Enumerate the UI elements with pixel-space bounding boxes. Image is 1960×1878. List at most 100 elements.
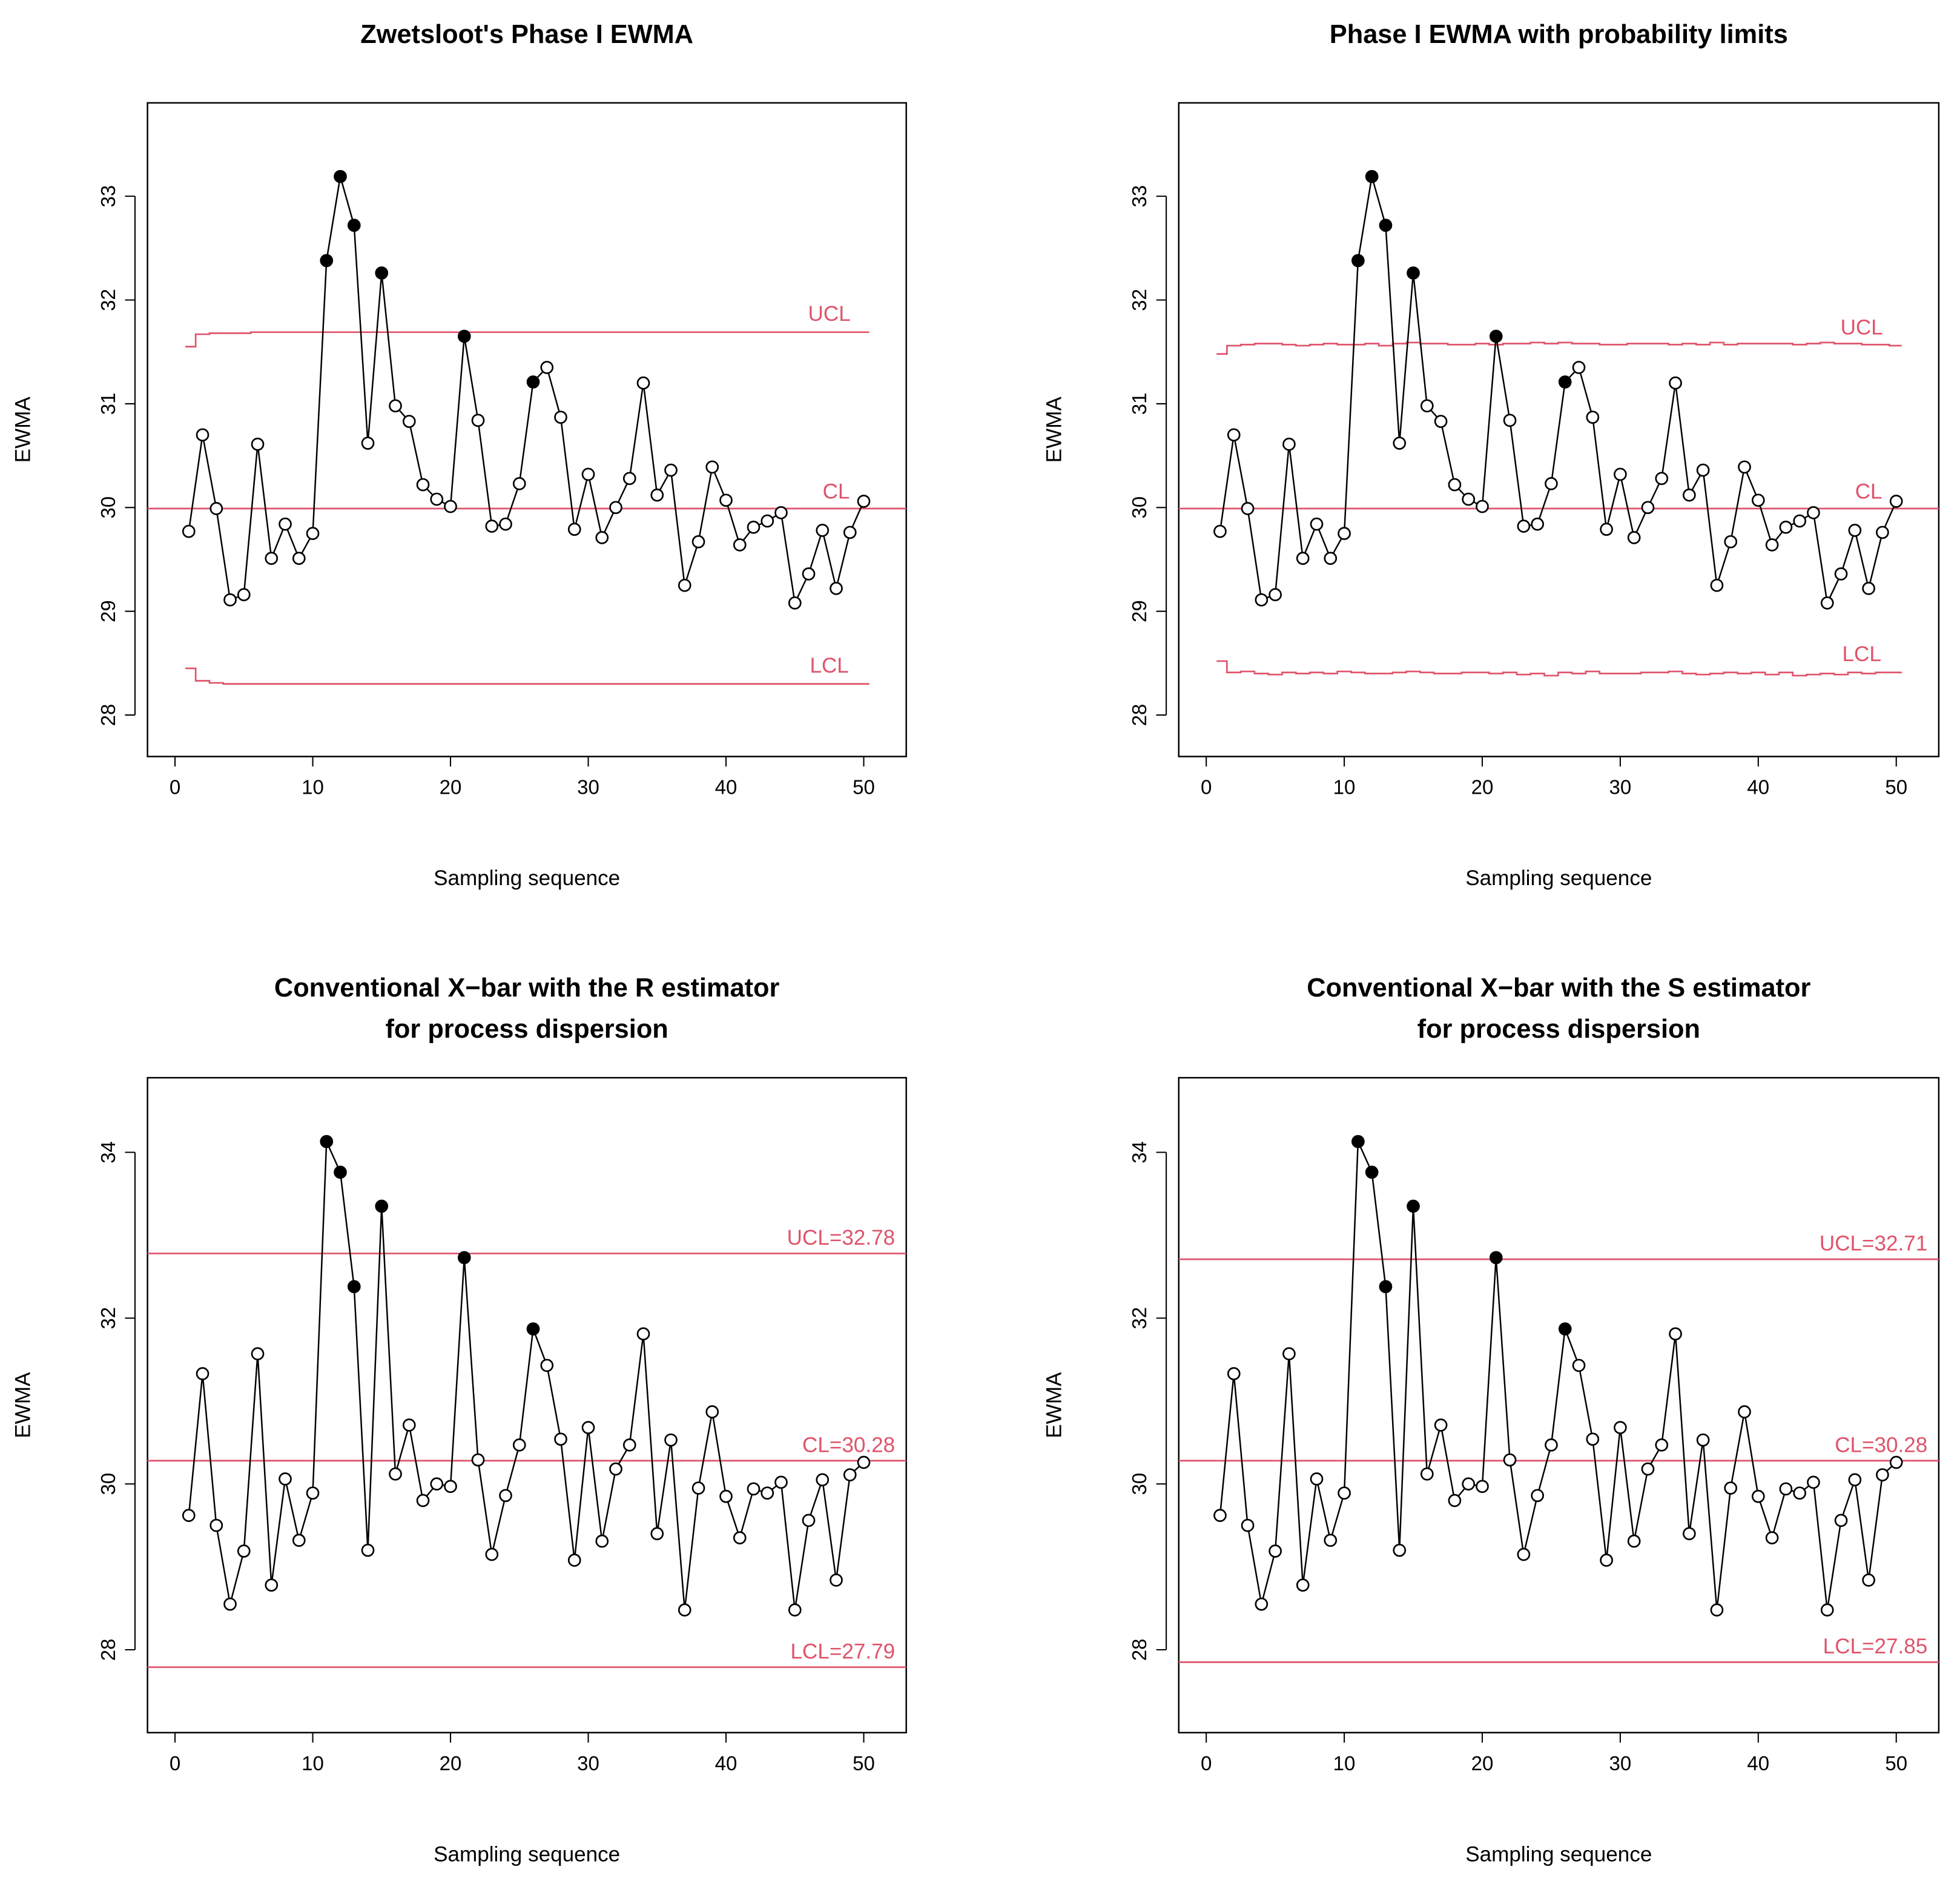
data-point	[705, 460, 719, 474]
y-tick-label: 34	[97, 1141, 119, 1164]
data-point	[843, 526, 857, 539]
data-point	[279, 517, 292, 531]
data-point	[540, 361, 554, 374]
data-point	[402, 415, 416, 428]
chart-title: Zwetsloot's Phase I EWMA	[360, 20, 693, 49]
chart-title: Phase I EWMA with probability limits	[1330, 20, 1788, 49]
data-point	[1310, 517, 1324, 531]
data-point	[1517, 1547, 1531, 1561]
data-point	[210, 502, 223, 515]
data-point	[1848, 524, 1862, 537]
chart-panel-1: Zwetsloot's Phase I EWMA 0 10 20 30 40 50 Sampl…	[12, 20, 907, 890]
data-point	[1710, 578, 1724, 592]
data-point	[581, 467, 595, 481]
data-point	[237, 588, 251, 602]
data-point	[1572, 1359, 1586, 1372]
data-point	[402, 1418, 416, 1432]
data-point	[1282, 1347, 1296, 1360]
y-tick-label: 31	[97, 393, 119, 415]
ucl-label: UCL=32.78	[787, 1226, 895, 1250]
data-point	[1448, 1494, 1462, 1507]
signal-point	[526, 1322, 540, 1336]
data-point	[1255, 1597, 1269, 1611]
data-point	[1324, 1534, 1338, 1547]
data-point	[223, 593, 237, 607]
data-point	[196, 1367, 210, 1380]
data-point	[1876, 1468, 1889, 1481]
data-point	[719, 1489, 733, 1503]
data-point	[1669, 376, 1682, 390]
data-point	[1586, 410, 1600, 424]
data-point	[788, 1603, 802, 1617]
chart-title: Conventional X−bar with the S estimator	[1307, 974, 1810, 1003]
data-point	[237, 1544, 251, 1558]
x-tick-label: 20	[1471, 1752, 1494, 1774]
data-point	[485, 1547, 499, 1561]
x-tick-label: 40	[1747, 776, 1769, 799]
signal-point	[1407, 266, 1420, 280]
data-point	[1227, 1367, 1241, 1380]
data-point	[1724, 535, 1738, 549]
signal-point	[457, 329, 471, 343]
x-tick-label: 30	[577, 1752, 599, 1774]
data-point	[761, 514, 774, 528]
data-point	[1641, 501, 1655, 515]
data-point	[622, 1438, 636, 1452]
data-point	[499, 517, 512, 531]
signal-point	[375, 1199, 389, 1213]
data-point	[416, 1494, 430, 1507]
data-point	[1213, 524, 1227, 538]
signal-point	[334, 170, 347, 183]
data-point	[1282, 437, 1296, 451]
signal-point	[1365, 1165, 1379, 1179]
data-point	[774, 506, 788, 519]
data-point	[595, 531, 609, 544]
x-tick-label: 0	[170, 776, 180, 799]
data-point	[1683, 1527, 1696, 1541]
data-point	[1545, 477, 1558, 490]
data-point	[1848, 1473, 1862, 1487]
data-point	[1434, 1418, 1448, 1432]
x-tick-label: 20	[1471, 776, 1494, 799]
series-line	[188, 176, 865, 606]
data-point	[1683, 488, 1696, 502]
y-tick-label: 30	[97, 496, 119, 519]
data-point	[1241, 502, 1255, 515]
data-point	[1227, 428, 1241, 442]
data-point	[1517, 519, 1531, 533]
data-point	[210, 1518, 223, 1532]
x-tick-label: 50	[1885, 1752, 1907, 1774]
data-point	[1296, 552, 1310, 565]
y-axis-label: EWMA	[1043, 397, 1066, 463]
data-point	[595, 1534, 609, 1548]
data-point	[1586, 1432, 1600, 1446]
x-tick-label: 30	[577, 776, 599, 799]
chart-subtitle: for process dispersion	[1417, 1015, 1700, 1044]
signal-point	[1351, 254, 1365, 268]
x-tick-label: 40	[715, 776, 737, 799]
y-tick-label: 29	[97, 600, 119, 622]
signal-point	[1379, 219, 1393, 232]
data-point	[1655, 472, 1669, 486]
data-point	[857, 1455, 871, 1469]
y-tick-label: 32	[97, 1307, 119, 1329]
data-point	[802, 1514, 816, 1527]
data-point	[1476, 499, 1489, 513]
data-point	[816, 524, 830, 537]
data-point	[1614, 467, 1627, 481]
data-point	[444, 1480, 457, 1494]
data-point	[1751, 1489, 1765, 1503]
data-point	[430, 1477, 444, 1491]
data-point	[1862, 582, 1875, 595]
data-point	[650, 488, 664, 502]
y-tick-label: 28	[1128, 704, 1150, 726]
series-line	[188, 1141, 865, 1610]
x-tick-label: 40	[715, 1752, 737, 1774]
data-point	[1296, 1578, 1310, 1592]
lcl-line	[185, 667, 869, 685]
data-point	[1751, 493, 1765, 507]
chart-title: Conventional X−bar with the R estimator	[274, 974, 780, 1003]
data-point	[622, 472, 636, 486]
data-point	[1462, 492, 1476, 506]
data-point	[761, 1486, 774, 1500]
